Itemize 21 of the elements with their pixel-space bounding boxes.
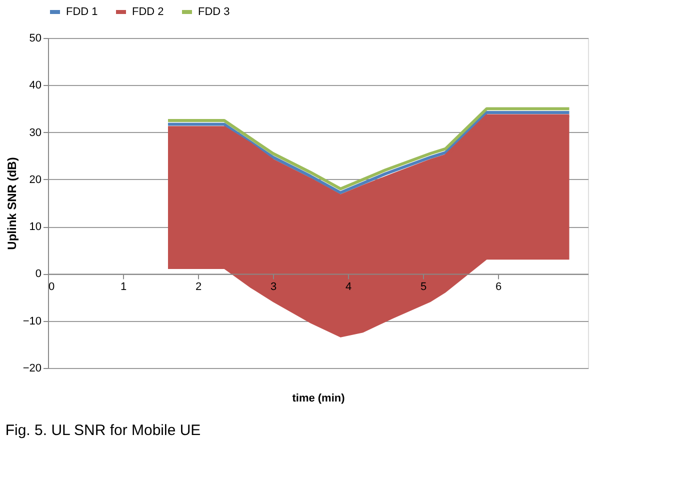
x-tick-label: 3 [270, 281, 277, 294]
y-tick-label: −20 [22, 362, 42, 374]
legend-label: FDD 1 [66, 6, 98, 18]
y-tick-label: 50 [29, 32, 42, 44]
x-axis-title: time (min) [292, 392, 346, 404]
y-axis-title: Uplink SNR (dB) [4, 157, 19, 250]
x-tick-label: 1 [120, 281, 127, 294]
legend-label: FDD 3 [198, 6, 230, 18]
y-tick-label: −10 [22, 315, 42, 328]
y-tick-label: 20 [29, 174, 42, 186]
y-tick-label: 30 [29, 126, 42, 139]
caption: Fig. 5. UL SNR for Mobile UE [5, 422, 201, 439]
x-tick-label: 6 [495, 281, 502, 294]
x-tick-label: 4 [345, 281, 352, 294]
y-tick-label: 10 [29, 221, 42, 234]
x-tick-label: 0 [48, 281, 55, 294]
x-tick-label: 2 [195, 281, 202, 294]
y-tick-label: 40 [29, 80, 42, 92]
x-tick-label: 5 [420, 281, 427, 294]
legend-label: FDD 2 [132, 6, 164, 18]
y-tick-label: 0 [35, 268, 42, 280]
